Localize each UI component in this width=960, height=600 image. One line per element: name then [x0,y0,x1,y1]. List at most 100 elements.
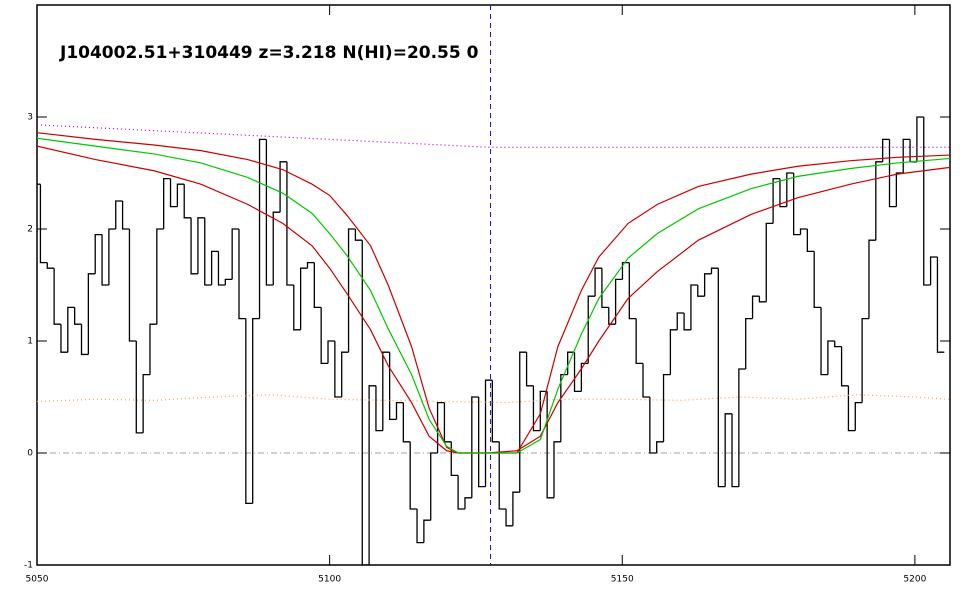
flux-step [388,352,397,421]
flux-step [656,441,664,453]
flux-step [53,268,61,325]
flux-step [882,138,890,162]
flux-step [916,116,924,162]
flux-step [334,341,342,398]
plot-area [37,5,950,565]
x-tick-label: 5150 [611,575,634,585]
flux-step [361,240,370,565]
flux-step [471,396,479,498]
flux-step [39,184,48,264]
flux-step [786,172,794,207]
flux-step [87,273,96,355]
flux-step [642,363,650,398]
y-tick-label: 2 [27,225,33,235]
flux-step [299,267,308,330]
flux-step [245,318,253,505]
flux-step [94,233,103,274]
flux-step [67,306,75,353]
flux-step [614,278,623,325]
y-tick-label: 0 [27,449,33,459]
flux-step [834,341,842,348]
flux-step [792,173,801,236]
flux-step [929,256,938,285]
flux-step [347,228,356,353]
flux-step [724,413,733,487]
flux-step [649,397,657,454]
flux-step [854,401,863,431]
flux-step [217,251,226,286]
model-curve [37,132,950,454]
flux-step [115,200,123,229]
flux-step [888,139,897,208]
flux-step [594,267,602,297]
flux-step [416,509,424,544]
flux-step [745,317,753,369]
flux-step [436,401,445,453]
flux-step [163,177,171,229]
flux-step [368,385,376,565]
y-tick-label: -1 [24,561,33,571]
flux-step [375,385,383,432]
x-tick-label: 5200 [903,575,926,585]
flux-step [731,413,739,488]
flux-step [293,285,301,331]
flux-step [820,307,828,376]
flux-step [484,379,493,487]
flux-step [210,250,219,285]
flux-step [306,261,315,269]
flux-step [827,340,835,375]
flux-step [443,402,452,443]
flux-step [580,362,589,392]
flux-step [553,441,561,498]
flux-step [573,352,582,393]
flux-step [813,251,822,309]
flux-step [491,380,500,443]
flux-step [936,257,945,353]
y-tick-label: 1 [27,337,33,347]
flux-step [861,317,869,403]
flux-step [738,368,746,487]
flux-step [875,161,883,241]
flux-step [505,509,513,527]
flux-step [327,340,335,364]
flux-step [765,222,774,302]
flux-step [252,317,260,504]
model-curve [37,137,950,454]
flux-step [101,234,109,286]
flux-step [231,228,240,280]
flux-step [546,391,554,499]
flux-step [430,452,438,521]
flux-step [176,183,185,207]
flux-step [923,117,931,286]
flux-step [909,139,917,163]
flux-step [608,307,616,325]
flux-step [402,402,411,443]
flux-step [683,313,691,331]
flux-step [121,201,130,230]
flux-step [46,262,55,269]
x-tick-label: 5100 [318,575,341,585]
flux-step [717,268,726,488]
flux-step [847,385,856,432]
flux-step [635,318,644,365]
flux-step [464,497,472,509]
flux-step [519,351,527,493]
flux-step [190,217,198,275]
flux-step [710,267,719,274]
flux-step [868,239,876,319]
flux-step [703,273,712,297]
flux-step [587,295,596,364]
flux-step [895,172,904,207]
chart-title: J104002.51+310449 z=3.218 N(HI)=20.55 0 [59,43,479,63]
dotted-curve [37,124,950,148]
flux-step [382,351,390,431]
flux-step [751,295,760,319]
flux-step [539,390,548,431]
flux-step [697,285,705,297]
flux-step [560,373,568,442]
flux-step [74,307,82,325]
flux-step [525,352,534,387]
flux-step [601,268,609,309]
